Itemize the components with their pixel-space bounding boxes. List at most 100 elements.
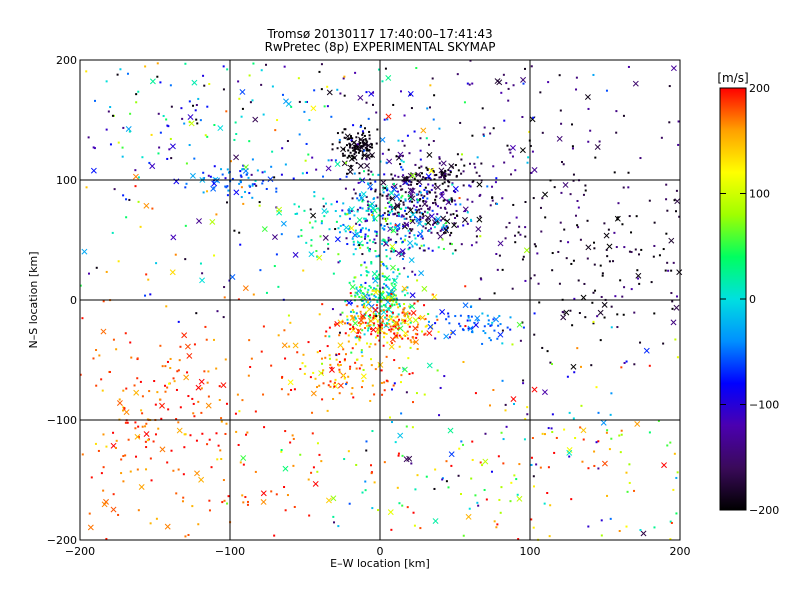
- data-point-x: [585, 244, 592, 251]
- data-point: [413, 130, 416, 133]
- data-point: [331, 143, 334, 146]
- data-point: [150, 479, 153, 482]
- data-point: [419, 185, 422, 188]
- data-point-x: [354, 231, 361, 238]
- data-point: [500, 91, 503, 94]
- data-point: [497, 324, 500, 327]
- data-point: [428, 229, 431, 232]
- data-point: [351, 154, 354, 157]
- data-point: [311, 432, 314, 435]
- data-point: [587, 467, 590, 470]
- data-point: [400, 196, 403, 199]
- data-point: [385, 314, 388, 317]
- data-point-x: [334, 236, 341, 243]
- data-point: [599, 264, 602, 267]
- data-point: [639, 341, 642, 344]
- data-point: [471, 134, 474, 137]
- data-point: [587, 525, 590, 528]
- data-point: [135, 93, 138, 96]
- data-point: [275, 493, 278, 496]
- data-point: [341, 152, 344, 155]
- data-point: [365, 300, 368, 303]
- data-point: [354, 276, 357, 279]
- data-point: [532, 485, 535, 488]
- data-point: [343, 377, 346, 380]
- data-point-x: [159, 402, 165, 409]
- data-point: [216, 458, 219, 461]
- data-point: [308, 514, 311, 517]
- data-point: [481, 312, 484, 315]
- data-point: [625, 360, 628, 363]
- data-point: [351, 237, 354, 240]
- data-point: [275, 187, 278, 190]
- data-point: [184, 186, 187, 189]
- data-point: [339, 363, 342, 366]
- data-point: [513, 474, 516, 477]
- data-point: [137, 90, 140, 93]
- data-point: [350, 210, 353, 213]
- data-point: [469, 185, 472, 188]
- data-point: [360, 263, 363, 266]
- data-point: [341, 311, 344, 314]
- data-point: [349, 135, 352, 138]
- data-point: [435, 203, 438, 206]
- data-point: [370, 261, 373, 264]
- data-point: [312, 371, 315, 374]
- data-point: [608, 448, 611, 451]
- data-point-x: [389, 195, 396, 202]
- data-point: [491, 185, 494, 188]
- data-point-x: [476, 181, 483, 188]
- data-point: [441, 182, 444, 185]
- data-point: [524, 279, 527, 282]
- data-point: [349, 365, 352, 368]
- data-point: [627, 65, 630, 68]
- data-point: [395, 323, 398, 326]
- data-point: [284, 357, 287, 360]
- data-point: [439, 176, 442, 179]
- data-point: [462, 184, 465, 187]
- data-point: [358, 296, 361, 299]
- data-point: [322, 382, 325, 385]
- data-point: [382, 186, 385, 189]
- data-point-x: [390, 264, 396, 271]
- data-point: [303, 110, 306, 113]
- data-point: [377, 324, 380, 327]
- data-point: [671, 307, 674, 310]
- data-point: [238, 231, 241, 234]
- data-point: [150, 133, 153, 136]
- data-point-x: [389, 243, 396, 250]
- data-point: [514, 169, 517, 172]
- data-point: [387, 210, 390, 213]
- data-point: [363, 170, 366, 173]
- data-point: [370, 213, 373, 216]
- data-point-x: [428, 167, 435, 174]
- data-point: [537, 282, 540, 285]
- data-point: [183, 122, 186, 125]
- data-point: [105, 80, 108, 83]
- data-point: [397, 454, 400, 457]
- data-point: [296, 212, 299, 215]
- data-point: [346, 172, 349, 175]
- data-point: [95, 349, 98, 352]
- data-point: [178, 359, 181, 362]
- data-point: [460, 158, 463, 161]
- data-point: [471, 82, 474, 85]
- data-point: [397, 139, 400, 142]
- data-point: [144, 294, 147, 297]
- data-point: [322, 369, 325, 372]
- data-point: [470, 330, 473, 333]
- data-point: [470, 315, 473, 318]
- data-point: [424, 222, 427, 225]
- data-point: [328, 354, 331, 357]
- data-point: [401, 337, 404, 340]
- data-point: [262, 325, 265, 328]
- data-point: [389, 197, 392, 200]
- data-point: [539, 466, 542, 469]
- data-point: [390, 282, 393, 285]
- data-point: [553, 186, 556, 189]
- data-point: [207, 174, 210, 177]
- data-point: [344, 300, 347, 303]
- data-point: [339, 215, 342, 218]
- data-point: [383, 217, 386, 220]
- data-point: [248, 140, 251, 143]
